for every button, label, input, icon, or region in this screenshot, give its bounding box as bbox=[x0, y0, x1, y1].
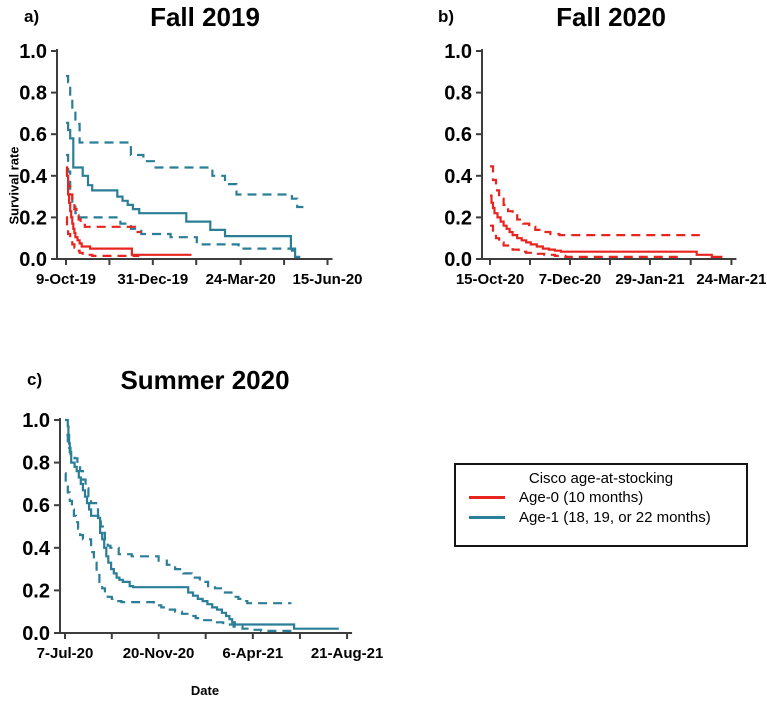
y-tick-label: 0.8 bbox=[444, 83, 472, 105]
y-tick-label: 0.2 bbox=[19, 207, 47, 229]
panel-a-plot: 1.0 0.8 0.6 0.4 0.2 0.09-Oct-19 31-Dec-19 24-Ma… bbox=[19, 41, 362, 288]
series-age0-solid bbox=[490, 194, 723, 258]
panel-a-letter: a) bbox=[24, 7, 40, 26]
y-tick-label: 1.0 bbox=[22, 410, 50, 432]
panel-b-title: Fall 2020 bbox=[556, 2, 666, 32]
series-age1-solid bbox=[65, 418, 339, 630]
x-tick-label: 24-Mar-21 bbox=[696, 271, 766, 288]
series-age0-solid bbox=[65, 166, 192, 256]
series-age0-dashed bbox=[65, 166, 142, 234]
y-tick-label: 0.4 bbox=[22, 538, 51, 560]
y-tick-label: 0.8 bbox=[19, 83, 47, 105]
y-tick-label: 0.4 bbox=[19, 166, 48, 188]
x-tick-label: 15-Jun-20 bbox=[292, 271, 362, 288]
series-age1-dashed bbox=[66, 433, 292, 605]
series-age1-solid bbox=[66, 121, 301, 258]
x-axis-title: Date bbox=[190, 683, 220, 698]
panel-b-plot: 1.0 0.8 0.6 0.4 0.2 0.015-Oct-20 7-Dec-20 29-Ja… bbox=[444, 41, 766, 288]
y-tick-label: 1.0 bbox=[444, 41, 472, 63]
x-tick-label: 20-Nov-20 bbox=[123, 645, 195, 662]
age1-line-sample bbox=[469, 515, 505, 519]
y-tick-label: 0.2 bbox=[22, 580, 50, 602]
series-age1-dashed bbox=[66, 153, 300, 252]
y-tick-label: 0.8 bbox=[22, 453, 50, 475]
y-tick-label: 0.2 bbox=[444, 207, 472, 229]
y-tick-label: 1.0 bbox=[19, 41, 47, 63]
x-tick-label: 24-Mar-20 bbox=[206, 271, 276, 288]
legend-row-age0: Age-0 (10 months) bbox=[456, 487, 746, 507]
x-tick-label: 29-Jan-21 bbox=[615, 271, 684, 288]
y-tick-label: 0.4 bbox=[444, 166, 473, 188]
panel-a-title: Fall 2019 bbox=[150, 2, 260, 32]
series-age0-dashed bbox=[490, 224, 684, 258]
y-tick-label: 0.0 bbox=[444, 249, 472, 271]
x-tick-label: 7-Dec-20 bbox=[539, 271, 602, 288]
y-tick-label: 0.0 bbox=[19, 249, 47, 271]
series-age1-dashed bbox=[66, 74, 304, 209]
series-age0-dashed bbox=[490, 165, 700, 237]
x-tick-label: 31-Dec-19 bbox=[117, 271, 188, 288]
x-tick-label: 7-Jul-20 bbox=[37, 645, 94, 662]
series-age1-dashed bbox=[64, 472, 292, 632]
panel-b-letter: b) bbox=[438, 7, 455, 26]
legend-row-age1: Age-1 (18, 19, or 22 months) bbox=[456, 507, 746, 527]
y-tick-label: 0.6 bbox=[22, 495, 50, 517]
y-tick-label: 0.6 bbox=[19, 124, 47, 146]
legend-title: Cisco age-at-stocking bbox=[528, 470, 674, 487]
panel-c-letter: c) bbox=[27, 370, 43, 389]
legend: Cisco age-at-stocking Age-0 (10 months) … bbox=[454, 463, 748, 547]
x-tick-label: 15-Oct-20 bbox=[456, 271, 524, 288]
y-tick-label: 0.0 bbox=[22, 623, 50, 645]
legend-label-age1: Age-1 (18, 19, or 22 months) bbox=[519, 508, 711, 526]
age0-line-sample bbox=[469, 495, 505, 499]
series-age0-dashed bbox=[65, 216, 140, 257]
panel-c-title: Summer 2020 bbox=[120, 365, 290, 395]
legend-label-age0: Age-0 (10 months) bbox=[519, 488, 644, 506]
y-tick-label: 0.6 bbox=[444, 124, 472, 146]
x-tick-label: 21-Aug-21 bbox=[311, 645, 384, 662]
panel-c-plot: 1.0 0.8 0.6 0.4 0.2 0.07-Jul-20 20-Nov-20 6-Apr… bbox=[22, 410, 384, 662]
x-tick-label: 6-Apr-21 bbox=[222, 645, 283, 662]
x-tick-label: 9-Oct-19 bbox=[36, 271, 96, 288]
